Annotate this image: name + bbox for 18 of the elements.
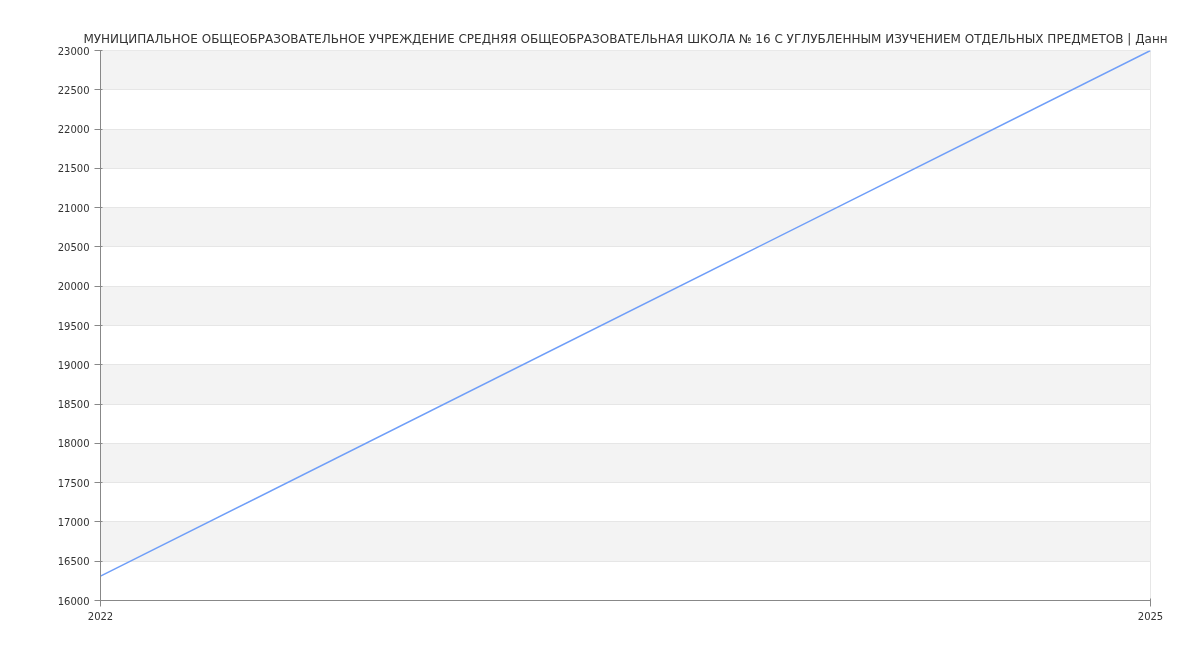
- y-tick-label: 20500: [57, 241, 90, 253]
- y-tick-label: 19000: [57, 359, 90, 371]
- y-tick-label: 23000: [57, 45, 90, 57]
- y-tick-label: 18000: [57, 438, 90, 450]
- y-tick-label: 17000: [57, 516, 90, 528]
- y-tick-label: 18500: [57, 399, 90, 411]
- y-tick-label: 16500: [57, 556, 90, 568]
- y-tick-label: 22000: [57, 124, 90, 136]
- y-tick-label: 21500: [57, 163, 90, 175]
- y-tick-label: 22500: [57, 84, 90, 96]
- x-tick-label: 2025: [1137, 610, 1164, 622]
- y-tick-label: 17500: [57, 477, 90, 489]
- x-tick-label: 2022: [87, 610, 114, 622]
- y-tick-label: 19500: [57, 320, 90, 332]
- y-tick-label: 16000: [57, 595, 90, 607]
- y-tick-label: 21000: [57, 202, 90, 214]
- chart-title: МУНИЦИПАЛЬНОЕ ОБЩЕОБРАЗОВАТЕЛЬНОЕ УЧРЕЖДЕНИЕ СРЕДНЯЯ ОБЩЕОБРАЗОВАТЕЛЬНАЯ ШКОЛА № 16 С УГЛУБЛЕННЫМ ИЗУЧЕНИЕМ ОТДЕЛЬНЫХ ПРЕДМЕТОВ | Данн: [83, 31, 1168, 46]
- y-tick-label: 20000: [57, 281, 90, 293]
